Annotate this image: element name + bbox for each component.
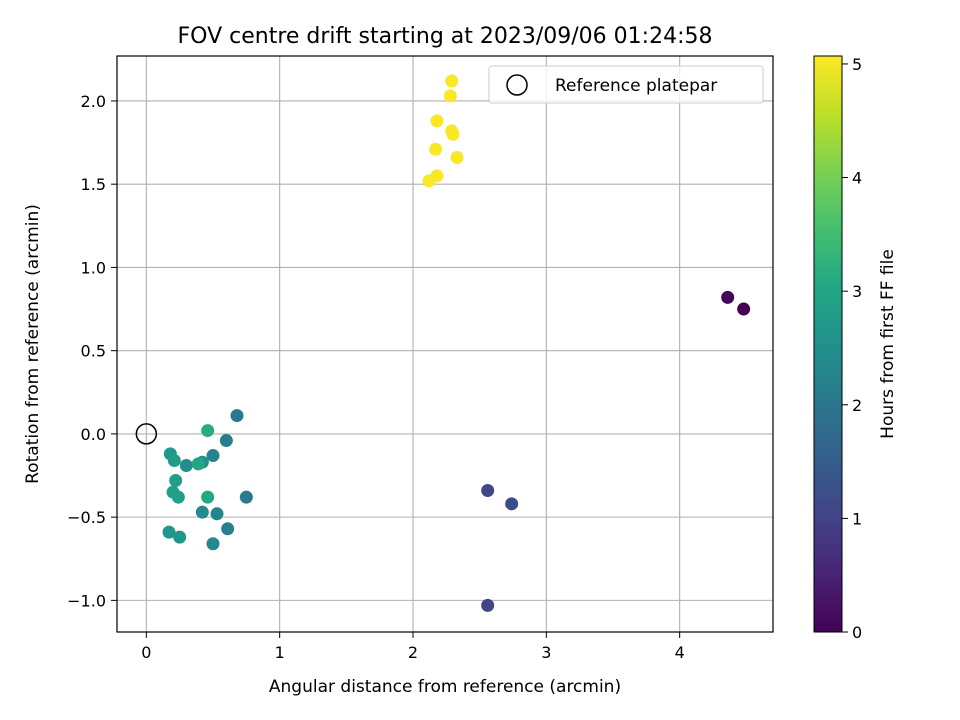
y-tick-label: −0.5 [67,508,106,527]
colorbar: 0 1 2 3 4 5 Hours from first FF file [813,55,898,642]
data-point [430,114,444,128]
data-point [221,522,235,536]
colorbar-label: Hours from first FF file [878,249,898,439]
y-tick-label: 1.0 [81,258,106,277]
colorbar-tick-label: 1 [852,509,862,528]
colorbar-ticks: 0 1 2 3 4 5 [842,55,862,642]
data-point [171,490,185,504]
legend-label: Reference platepar [555,76,717,96]
data-point [179,459,193,473]
data-point [206,449,220,463]
data-point [737,302,751,316]
x-tick-label: 3 [541,643,551,662]
data-point [446,127,460,141]
data-point [167,454,181,468]
data-point [206,537,220,551]
x-tick-label: 4 [675,643,685,662]
data-point [201,424,215,438]
x-tick-label: 1 [275,643,285,662]
data-point [481,598,495,612]
data-point [450,151,464,165]
data-point [505,497,519,511]
colorbar-tick-label: 3 [852,282,862,301]
chart-title: FOV centre drift starting at 2023/09/06 … [178,24,713,49]
data-point [191,457,205,471]
data-point [201,490,215,504]
legend-open-circle-marker [506,74,528,96]
y-tick-label: −1.0 [67,591,106,610]
y-tick-label: 1.5 [81,175,106,194]
y-tick-label: 0.0 [81,425,106,444]
data-points [162,74,751,612]
colorbar-tick-label: 0 [852,623,862,642]
colorbar-tick-label: 5 [852,55,862,74]
colorbar-gradient [813,55,843,633]
reference-platepar-marker [135,423,158,445]
data-point [429,142,443,156]
data-point [210,507,224,521]
reference-marker-group [135,423,158,445]
data-point [173,530,187,544]
legend-box [488,65,764,104]
data-point [162,525,176,539]
y-axis-label: Rotation from reference (arcmin) [23,204,43,484]
y-axis-ticks: −1.0 −0.5 0.0 0.5 1.0 1.5 2.0 [67,92,117,610]
y-tick-label: 2.0 [81,92,106,111]
plot-frame [116,55,774,633]
data-point [445,74,459,88]
data-point [169,474,183,488]
data-point [422,174,436,188]
y-tick-label: 0.5 [81,342,106,361]
colorbar-tick-label: 4 [852,169,862,188]
x-axis-ticks: 0 1 2 3 4 [141,632,685,662]
data-point [481,483,495,497]
colorbar-tick-label: 2 [852,396,862,415]
grid-lines [117,56,773,632]
x-tick-label: 2 [408,643,418,662]
data-point [230,409,244,423]
data-point [239,490,253,504]
x-axis-label: Angular distance from reference (arcmin) [269,677,621,697]
data-point [721,290,735,304]
data-point [443,89,457,103]
data-point [219,434,233,448]
data-point [195,505,209,519]
x-tick-label: 0 [141,643,151,662]
legend: Reference platepar [488,65,764,104]
